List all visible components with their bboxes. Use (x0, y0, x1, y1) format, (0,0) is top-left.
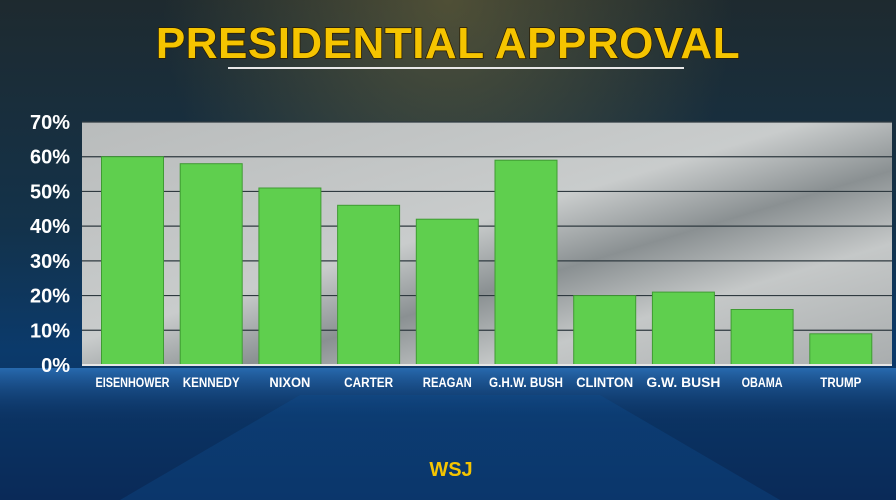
bar-trump (809, 333, 873, 366)
x-tick-label: NIXON (269, 375, 310, 390)
x-tick-label: CLINTON (576, 375, 633, 390)
x-tick-label: KENNEDY (183, 375, 240, 390)
x-tick-label: G.W. BUSH (646, 375, 720, 390)
bar-reagan (415, 218, 479, 366)
x-tick-label: CARTER (344, 375, 393, 390)
floor-glow (0, 368, 896, 428)
y-tick-label: 60% (30, 147, 70, 169)
x-tick-label: OBAMA (742, 375, 783, 390)
y-tick-label: 50% (30, 181, 70, 203)
x-tick-label: G.H.W. BUSH (489, 375, 563, 390)
bar-kennedy (179, 163, 243, 366)
floor-shape (120, 395, 780, 500)
bar-nixon (258, 187, 322, 366)
y-tick-label: 10% (30, 320, 70, 342)
chart-title: PRESIDENTIAL APPROVAL (156, 19, 740, 68)
y-axis: 0% 10% 20% 30% 40% 50% 60% 70% (30, 112, 70, 377)
bar-clinton (573, 295, 637, 366)
y-tick-label: 0% (41, 355, 70, 377)
x-tick-label: EISENHOWER (96, 375, 170, 390)
bars (101, 156, 873, 366)
x-tick-label: REAGAN (423, 375, 472, 390)
x-tick-label: TRUMP (820, 375, 861, 390)
y-tick-label: 30% (30, 251, 70, 273)
y-tick-label: 70% (30, 112, 70, 134)
y-tick-label: 40% (30, 216, 70, 238)
bar-g-w-bush (651, 291, 715, 366)
y-tick-label: 20% (30, 286, 70, 308)
bar-carter (337, 204, 401, 366)
bar-eisenhower (101, 156, 164, 366)
bar-obama (730, 309, 794, 366)
x-axis: EISENHOWER KENNEDY NIXON CARTER REAGAN G.H.W.… (96, 375, 862, 390)
bar-g-h-w-bush (494, 159, 558, 366)
source-label: WSJ (429, 459, 472, 481)
